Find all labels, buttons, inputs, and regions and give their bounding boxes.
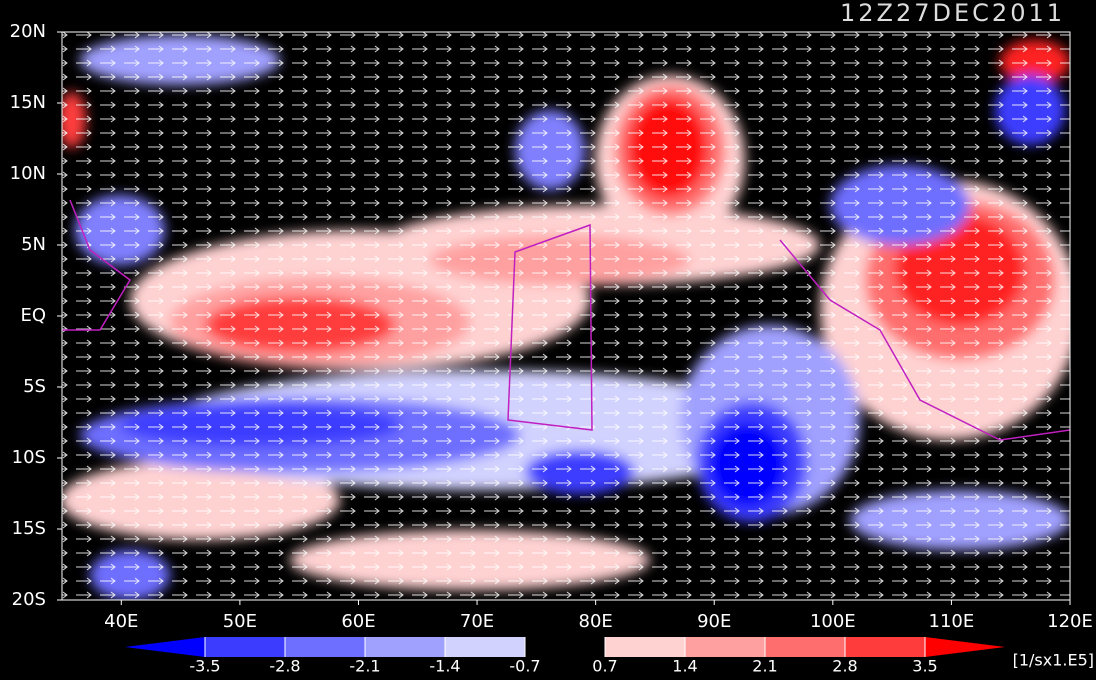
colorbar-segment xyxy=(765,637,845,657)
x-tick-label: 90E xyxy=(697,611,731,632)
colorbar-segment xyxy=(685,637,765,657)
map-title: 12Z27DEC2011 xyxy=(840,0,1065,27)
colorbar-label: 1.4 xyxy=(672,657,697,676)
colorbar-label: -3.5 xyxy=(189,657,220,676)
colorbar-label: 3.5 xyxy=(912,657,937,676)
coastline xyxy=(62,199,131,331)
x-tick-label: 40E xyxy=(104,611,138,632)
colorbar-label: 2.1 xyxy=(752,657,777,676)
colorbar-segment xyxy=(525,637,605,657)
colorbar-segment xyxy=(205,637,285,657)
x-tick-label: 70E xyxy=(460,611,494,632)
coastline xyxy=(779,239,1070,441)
y-tick-label: 20N xyxy=(10,21,46,42)
x-tick-label: 120E xyxy=(1047,611,1093,632)
colorbar-segment xyxy=(365,637,445,657)
colorbar: -3.5 -2.8 -2.1 -1.4 -0.7 0.7 1.4 2.1 2.8 3.5 [1/sx… xyxy=(125,637,1094,676)
x-tick-label: 100E xyxy=(810,611,856,632)
y-tick-label: 10S xyxy=(12,447,46,468)
y-tick-label: 20S xyxy=(12,589,46,610)
y-tick-label: 15N xyxy=(10,92,46,113)
y-tick-label: 5N xyxy=(21,234,46,255)
vorticity-field xyxy=(62,32,1070,600)
colorbar-unit: [1/sx1.E5] xyxy=(1013,651,1094,670)
colorbar-segment xyxy=(285,637,365,657)
colorbar-label: 0.7 xyxy=(592,657,617,676)
colorbar-high xyxy=(925,637,1005,657)
colorbar-label: -0.7 xyxy=(509,657,540,676)
colorbar-label: -2.1 xyxy=(349,657,380,676)
colorbar-label: 2.8 xyxy=(832,657,857,676)
x-tick-label: 80E xyxy=(579,611,613,632)
x-tick-label: 110E xyxy=(929,611,975,632)
y-tick-label: 10N xyxy=(10,163,46,184)
y-tick-label: EQ xyxy=(20,305,46,326)
colorbar-segment xyxy=(605,637,685,657)
y-tick-label: 15S xyxy=(12,518,46,539)
x-tick-label: 60E xyxy=(341,611,375,632)
axes: 40E 50E 60E 70E 80E 90E 100E 110E 120E 20N 15N 10N 5… xyxy=(10,21,1093,632)
wind-vectors xyxy=(62,32,1070,600)
colorbar-low xyxy=(125,637,205,657)
colorbar-label: -2.8 xyxy=(269,657,300,676)
colorbar-label: -1.4 xyxy=(429,657,460,676)
colorbar-segment xyxy=(845,637,925,657)
colorbar-segment xyxy=(445,637,525,657)
x-tick-label: 50E xyxy=(223,611,257,632)
y-tick-label: 5S xyxy=(23,376,46,397)
coastline xyxy=(507,223,593,431)
